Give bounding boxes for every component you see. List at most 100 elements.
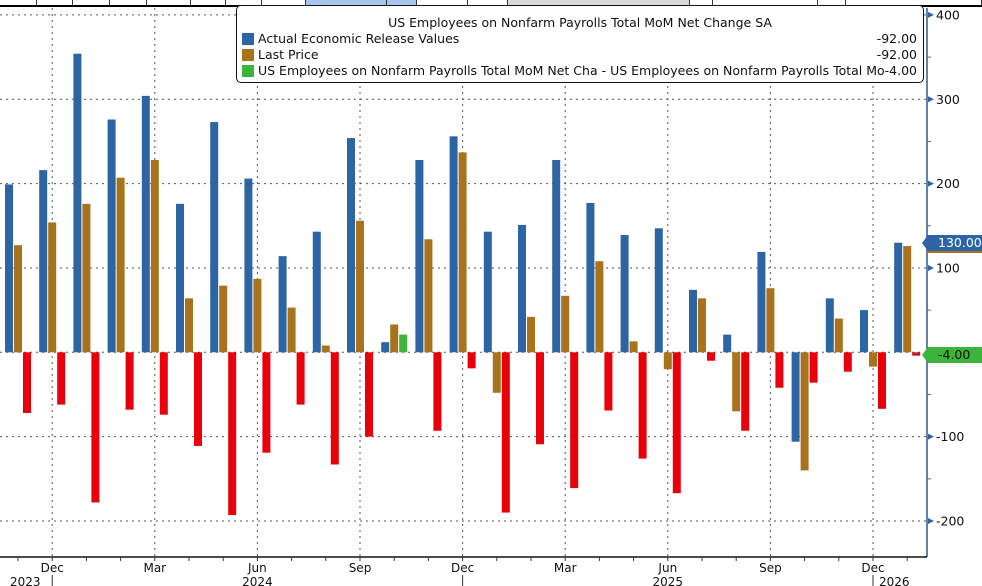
bar-actual [210, 122, 219, 353]
toolbar-cell[interactable] [147, 0, 191, 5]
x-year-label: 2026 [879, 575, 910, 586]
x-tick-label: Dec [451, 561, 474, 575]
legend-title: US Employees on Nonfarm Payrolls Total M… [388, 15, 772, 30]
bar-difference [262, 352, 271, 453]
bar-last-price [800, 352, 809, 471]
bar-last-price [253, 278, 262, 353]
bar-last-price [834, 318, 843, 353]
bar-difference [57, 352, 66, 405]
bar-actual [5, 184, 13, 353]
bar-difference [125, 352, 134, 410]
toolbar-cell-selected[interactable] [306, 0, 387, 5]
bar-last-price [356, 220, 364, 353]
bar-actual [449, 136, 458, 353]
bar-difference [296, 352, 305, 405]
legend-value: -4.00 [884, 63, 917, 78]
bars [5, 53, 921, 516]
legend-swatch-blue [242, 33, 254, 45]
y-tick-label: 400 [936, 7, 960, 22]
bar-difference [228, 352, 237, 516]
legend-swatch-brown [242, 49, 254, 61]
bar-difference [775, 352, 784, 388]
toolbar-cell[interactable] [73, 0, 110, 5]
bar-last-price [424, 239, 433, 353]
legend-value: -92.00 [876, 31, 917, 46]
bar-actual [415, 159, 424, 353]
bar-difference [638, 352, 647, 459]
bar-difference [707, 352, 715, 361]
bar-actual [244, 178, 253, 353]
bar-last-price [629, 341, 638, 353]
toolbar-cell[interactable] [37, 0, 73, 5]
toolbar-cell[interactable] [818, 0, 846, 5]
y-tick-marker [928, 264, 934, 271]
bar-actual [654, 228, 663, 353]
bar-difference [159, 352, 168, 415]
x-tick-label: Sep [759, 561, 782, 575]
toolbar-cell[interactable] [0, 0, 37, 5]
x-tick-label: Mar [143, 561, 166, 575]
x-year-label: 2023 [10, 575, 41, 586]
toolbar-cell[interactable] [690, 0, 713, 5]
bar-difference [809, 352, 818, 383]
bar-last-price [116, 177, 125, 353]
bar-difference [23, 352, 31, 414]
bar-actual [176, 203, 184, 353]
bar-difference [912, 352, 921, 356]
toolbar-cell[interactable] [226, 0, 262, 5]
bar-last-price [698, 298, 706, 353]
bar-last-price [663, 352, 672, 370]
legend-value: -92.00 [876, 47, 917, 62]
toolbar-cell[interactable] [417, 0, 468, 5]
x-tick-label: Jun [657, 561, 677, 575]
x-year-label: 2024 [242, 575, 273, 586]
bar-actual [312, 231, 321, 353]
toolbar-cell-selected[interactable] [387, 0, 417, 5]
toolbar-cell[interactable] [468, 0, 508, 5]
last-value-tag-difference: -4.00 [922, 347, 982, 363]
y-tick-marker [928, 11, 934, 18]
x-tick-label: Jun [247, 561, 267, 575]
bar-last-price [185, 298, 193, 353]
bar-actual [552, 159, 561, 353]
bar-actual [586, 203, 595, 353]
axes: 400 300 200 100 -100 -200 Dec Mar Jun Sep Dec Mar Ju… [0, 7, 964, 586]
y-tick-marker [928, 433, 934, 440]
bar-actual [825, 298, 834, 353]
bar-difference [501, 352, 510, 513]
y-tick-marker [928, 96, 934, 103]
y-tick-label: 300 [936, 92, 960, 107]
x-tick-label: Dec [861, 561, 884, 575]
bar-difference [570, 352, 579, 489]
y-tick-marker [928, 180, 934, 187]
toolbar-cell[interactable] [262, 0, 306, 5]
toolbar-dropdown[interactable] [508, 0, 690, 5]
legend-label: Last Price [258, 47, 319, 62]
bar-difference [433, 352, 442, 431]
bar-actual [860, 310, 868, 353]
bar-last-price [869, 352, 877, 367]
y-tick-label: 200 [936, 176, 960, 191]
bar-last-price [287, 307, 296, 353]
bar-actual [107, 119, 116, 353]
bar-actual [73, 53, 82, 353]
x-tick-label: Mar [554, 561, 577, 575]
bar-last-price [458, 152, 467, 353]
bar-actual [791, 352, 800, 442]
legend-label: US Employees on Nonfarm Payrolls Total M… [258, 63, 885, 78]
toolbar-cell[interactable] [713, 0, 818, 5]
bar-actual [483, 231, 492, 353]
x-tick-label: Sep [349, 561, 372, 575]
bar-last-price [561, 295, 570, 353]
legend: US Employees on Nonfarm Payrolls Total M… [236, 5, 924, 83]
bar-last-price [48, 222, 57, 353]
bar-last-price [14, 245, 22, 353]
y-tick-label: -200 [936, 514, 964, 529]
bar-actual [141, 95, 150, 353]
bar-difference [604, 352, 613, 411]
toolbar-cell[interactable] [191, 0, 226, 5]
toolbar-cell[interactable] [110, 0, 147, 5]
bar-last-price [766, 288, 775, 353]
bar-last-price [595, 261, 604, 353]
